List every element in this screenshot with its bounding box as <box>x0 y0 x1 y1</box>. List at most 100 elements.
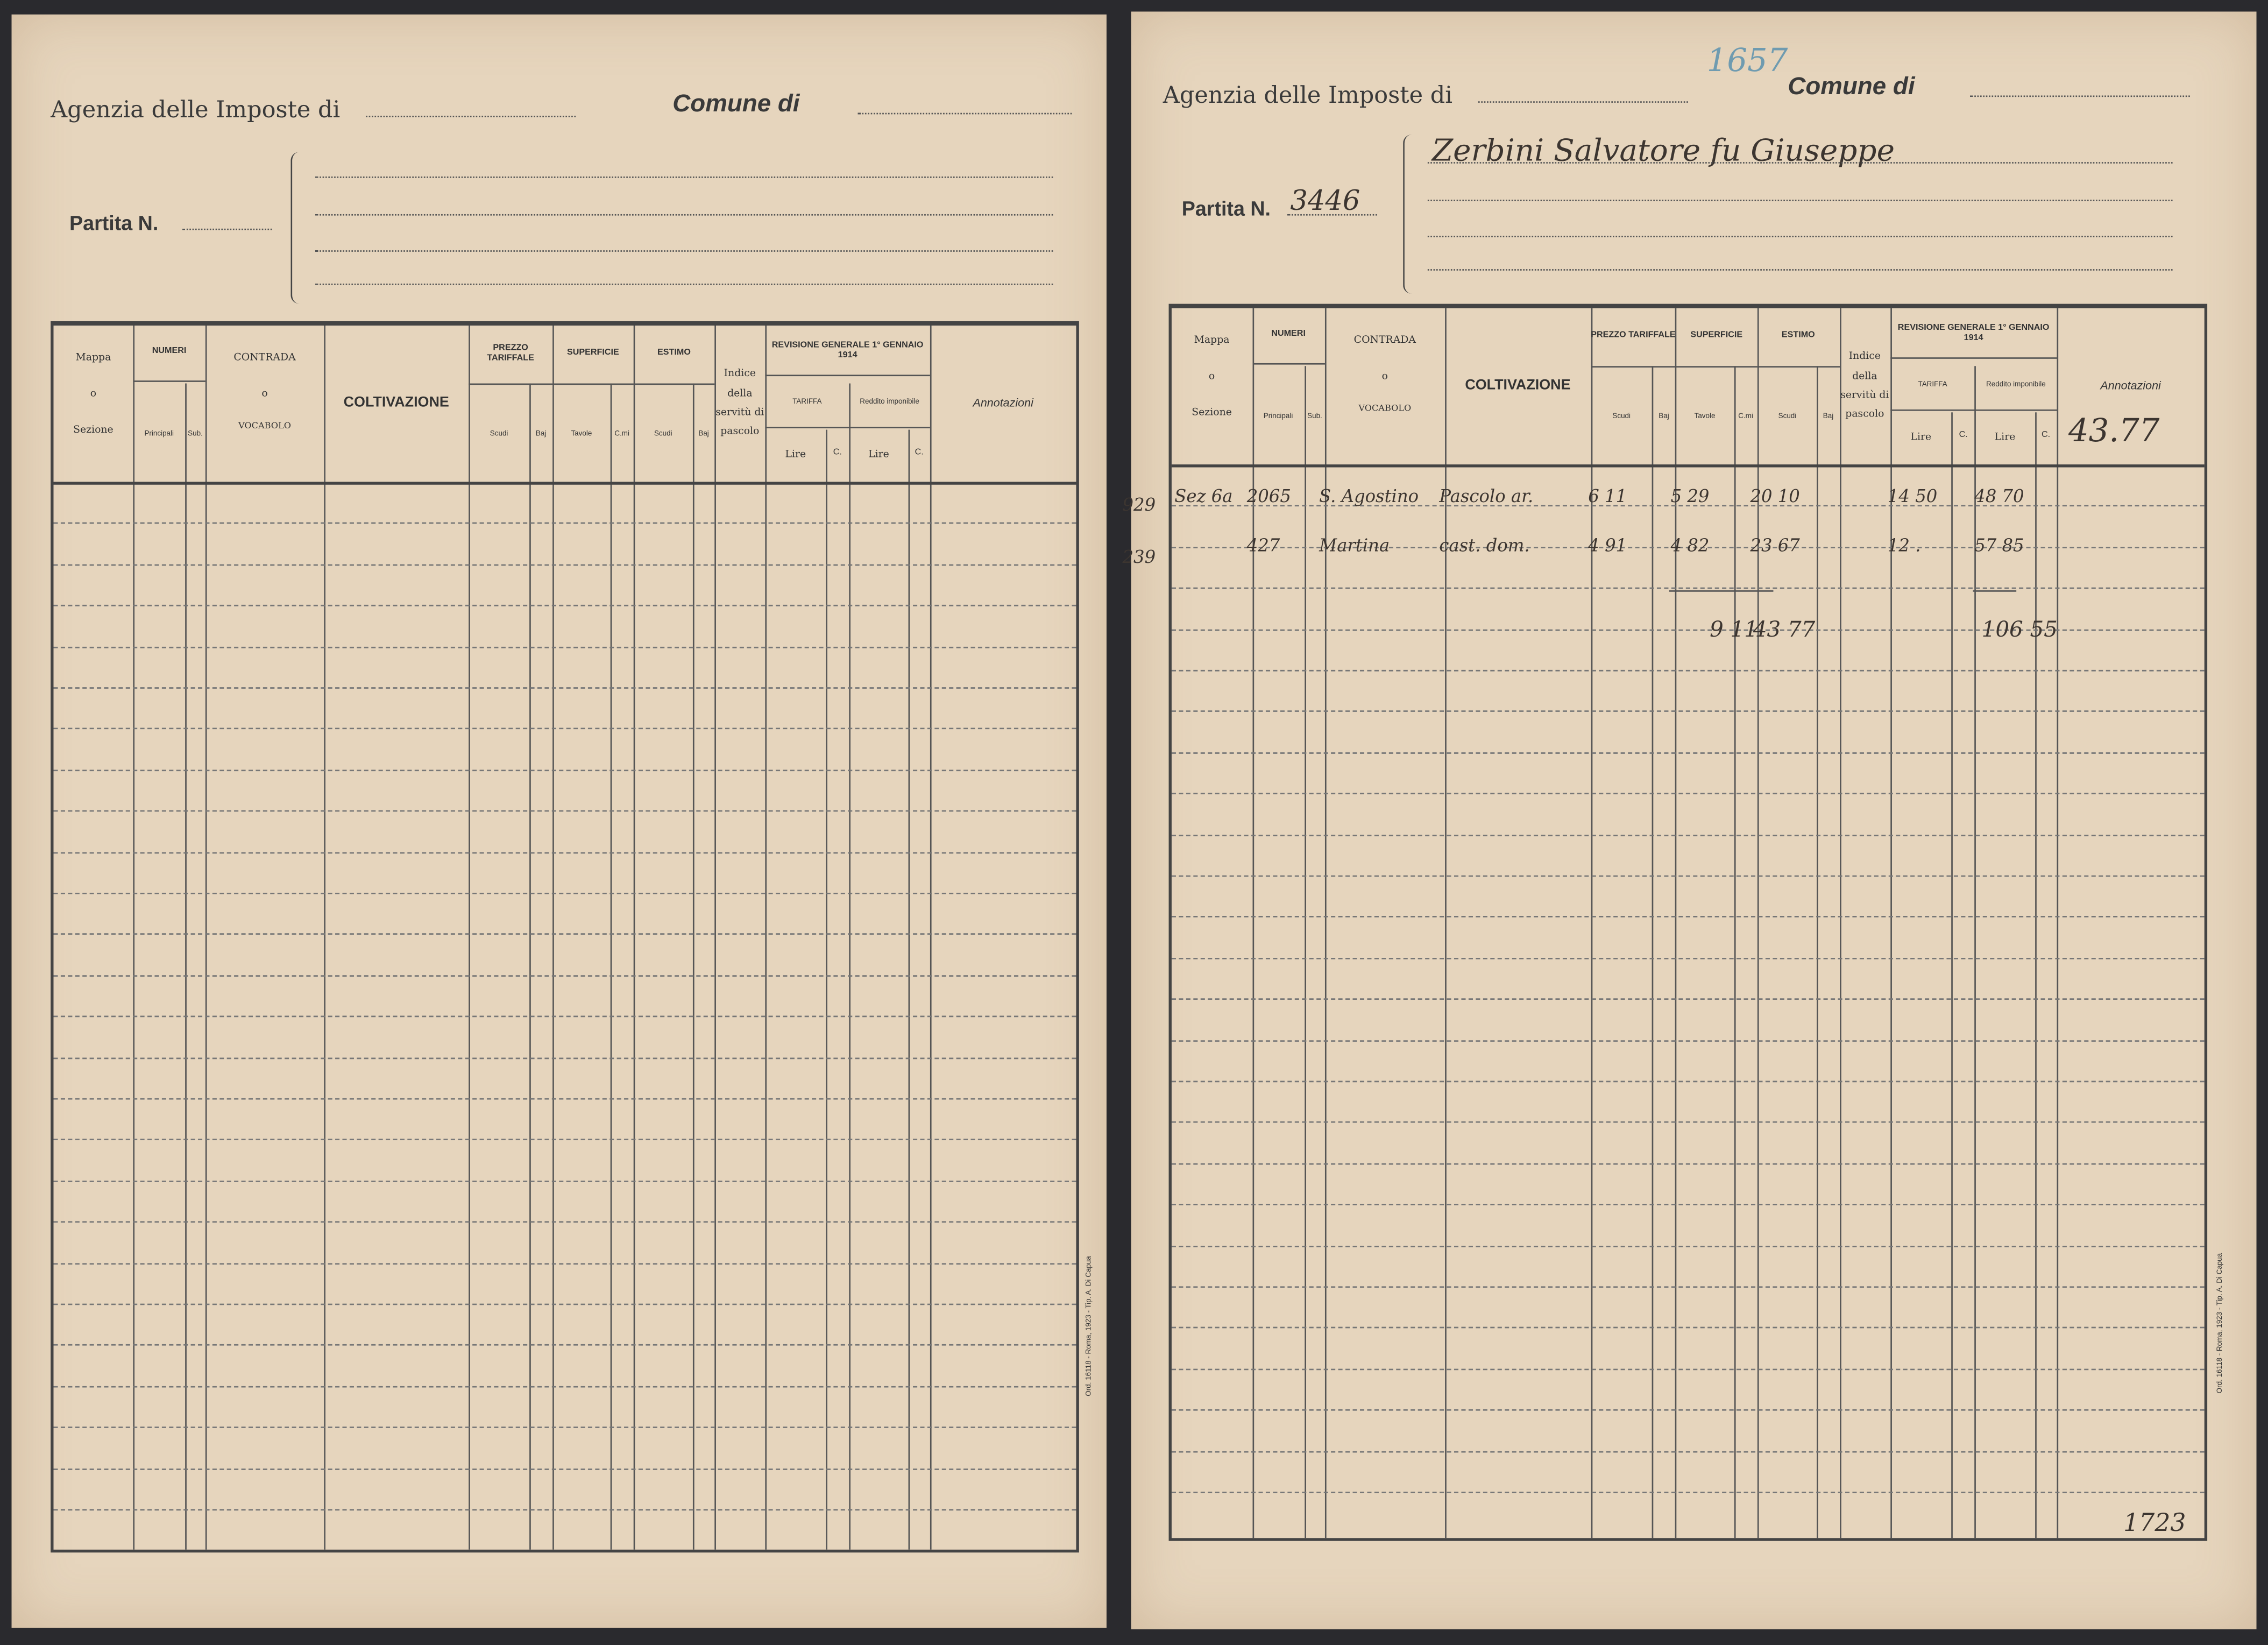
table-row <box>1171 916 2205 918</box>
header-mappa: Mappa <box>53 340 133 375</box>
header-contrada: CONTRADA <box>1325 323 1445 358</box>
table-row <box>53 687 1076 689</box>
entry-estimo: 20 10 <box>1750 486 1800 507</box>
header-superficie-text: SUPERFICIE <box>566 349 619 358</box>
header-principali: Principali <box>1252 373 1305 460</box>
header-revisione-text: REVISIONE GENERALE 1° GENNAIO 1914 <box>1897 323 2050 343</box>
agenzia-label: Agenzia delle Imposte di <box>51 95 341 123</box>
header-revisione-text: REVISIONE GENERALE 1° GENNAIO 1914 <box>771 341 924 361</box>
header-indice-text: Indice della servitù di pascolo <box>715 368 764 437</box>
table-row <box>53 523 1076 525</box>
header-lire-text: Lire <box>1994 430 2016 442</box>
column-divider <box>1444 308 1447 1538</box>
header-mappa-text: Mappa <box>75 351 111 363</box>
column-divider <box>1951 412 1953 1538</box>
table-row <box>1171 1121 2205 1124</box>
header-scudi-text: Scudi <box>1612 412 1631 421</box>
table-row <box>53 1303 1076 1305</box>
table-row <box>1171 546 2205 548</box>
table-row <box>1171 1081 2205 1083</box>
group-divider <box>1890 409 2057 411</box>
header-reddito-imponibile: Reddito imponibile <box>1975 361 2057 410</box>
header-coltivazione: COLTIVAZIONE <box>1445 308 1591 464</box>
column-divider <box>1325 308 1327 1538</box>
table-row <box>53 1057 1076 1059</box>
table-row <box>1171 1245 2205 1247</box>
header-baj-text: Baj <box>698 429 709 439</box>
subtotal-squiggle <box>1973 590 2017 592</box>
header-annotazioni-text: Annotazioni <box>973 396 1033 410</box>
column-divider <box>552 325 554 1550</box>
table-row <box>1171 1492 2205 1493</box>
header-o-text: o <box>1381 370 1388 382</box>
right-page: 1657 Agenzia delle Imposte di Comune di … <box>1123 11 2257 1629</box>
table-row <box>1171 711 2205 712</box>
header-scudi-text: Scudi <box>490 429 508 439</box>
table-row <box>53 1180 1076 1182</box>
header-tariffa: TARIFFA <box>765 378 849 427</box>
group-divider <box>633 383 715 385</box>
header-vocabolo-text: VOCABOLO <box>1358 404 1412 414</box>
printer-line: Ord. 16118 - Roma, 1923 - Tip. A. Di Cap… <box>2216 1253 2225 1394</box>
header-tavole: Tavole <box>1676 373 1734 460</box>
group-divider <box>1757 366 1839 368</box>
header-baj: Baj <box>529 391 552 477</box>
table-row <box>1171 1204 2205 1206</box>
header-lire-text: Lire <box>868 448 889 460</box>
header-c: C. <box>826 430 849 479</box>
printer-line: Ord. 16118 - Roma, 1923 - Tip. A. Di Cap… <box>1085 1256 1094 1396</box>
header-reddito-imponibile-text: Reddito imponibile <box>1986 380 2046 389</box>
table-row <box>1171 669 2205 672</box>
header-cmi: C.mi <box>1734 373 1757 460</box>
group-divider <box>1252 363 1325 365</box>
table-row <box>1171 752 2205 754</box>
header-sezione-text: Sezione <box>1192 406 1232 418</box>
agenzia-field-line <box>1478 101 1688 103</box>
header-tavole-text: Tavole <box>571 429 592 439</box>
header-contrada-text: CONTRADA <box>1353 334 1416 345</box>
agenzia-field-line <box>366 116 576 117</box>
header-prezzo-tariffale-text: PREZZO TARIFFALE <box>487 343 534 363</box>
header-scudi: Scudi <box>634 391 693 477</box>
group-divider <box>469 383 553 385</box>
header-sub-text: Sub. <box>188 429 203 439</box>
table-row <box>1171 875 2205 877</box>
table-row <box>53 1221 1076 1223</box>
column-divider <box>633 325 635 1550</box>
total-reddito: 106 55 <box>1981 616 2058 643</box>
table-row <box>53 1427 1076 1429</box>
header-prezzo-tariffale: PREZZO TARIFFALE <box>1591 311 1675 363</box>
header-scudi-text: Scudi <box>654 429 672 439</box>
table-row <box>1171 1450 2205 1452</box>
header-lire: Lire <box>849 430 908 479</box>
header-sezione: Sezione <box>53 412 133 447</box>
header-principali-text: Principali <box>1263 412 1293 421</box>
entry-contrada: S. Agostino <box>1319 486 1419 507</box>
entry-contrada: Martina <box>1319 535 1390 556</box>
column-divider <box>908 429 910 1550</box>
column-divider <box>529 383 531 1550</box>
header-c-text: C. <box>2041 431 2051 441</box>
header-o: o <box>1172 359 1252 394</box>
table-row <box>53 646 1076 648</box>
header-baj-text: Baj <box>1659 412 1669 421</box>
table-row <box>53 1016 1076 1018</box>
column-divider <box>1734 366 1736 1538</box>
partita-field-line <box>182 228 272 230</box>
column-divider <box>1305 366 1306 1538</box>
owner-line <box>1427 200 2173 201</box>
table-row <box>1171 629 2205 631</box>
table-row <box>1171 1409 2205 1411</box>
column-divider <box>324 325 325 1550</box>
entry-mappa: Sez 6a <box>1174 486 1233 507</box>
header-o: o <box>53 376 133 411</box>
table-row <box>53 564 1076 566</box>
header-cmi-text: C.mi <box>1738 412 1753 421</box>
table-row <box>53 769 1076 771</box>
column-divider <box>714 325 716 1550</box>
header-divider <box>53 482 1076 485</box>
table-row <box>53 1098 1076 1100</box>
owner-line <box>1427 162 2173 164</box>
column-divider <box>1757 308 1759 1538</box>
